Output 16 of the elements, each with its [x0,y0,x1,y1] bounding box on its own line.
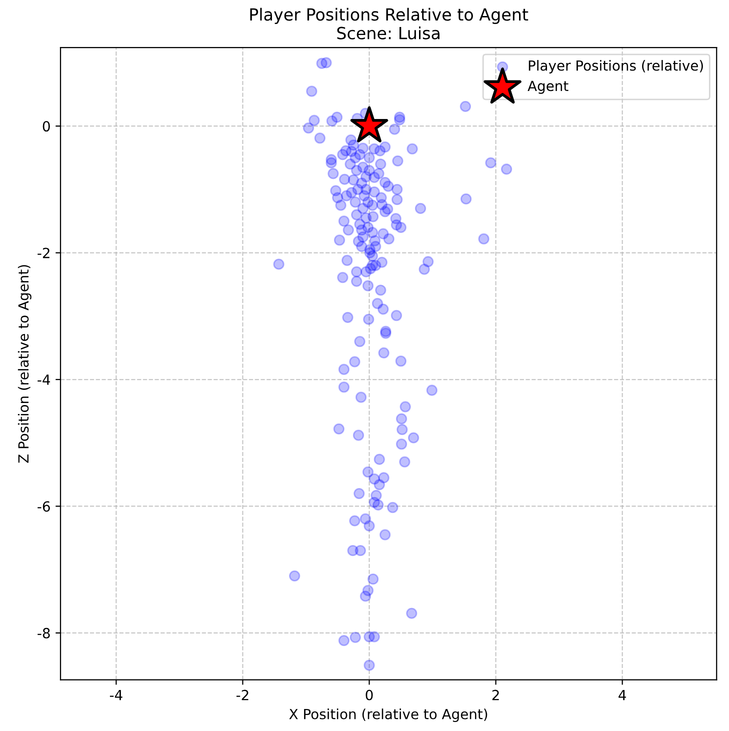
legend-label: Agent [528,80,568,94]
y-tick-label: -2 [38,248,50,258]
y-axis-title: Z Position (relative to Agent) [18,265,32,463]
x-tick-label: -4 [110,690,122,700]
chart-subtitle: Scene: Luisa [337,26,440,40]
x-tick-label: 2 [492,690,499,700]
y-tick-label: 0 [42,121,50,132]
x-tick-label: 0 [366,690,373,700]
chart-title: Player Positions Relative to Agent [250,8,528,24]
y-tick-label: -4 [38,374,50,385]
x-tick-label: -2 [236,690,248,700]
legend-label: Player Positions (relative) [528,60,703,74]
x-axis-title: X Position (relative to Agent) [289,708,488,722]
y-tick-label: -6 [38,501,50,512]
x-tick-label: 4 [618,690,626,700]
y-tick-label: -8 [38,628,50,638]
